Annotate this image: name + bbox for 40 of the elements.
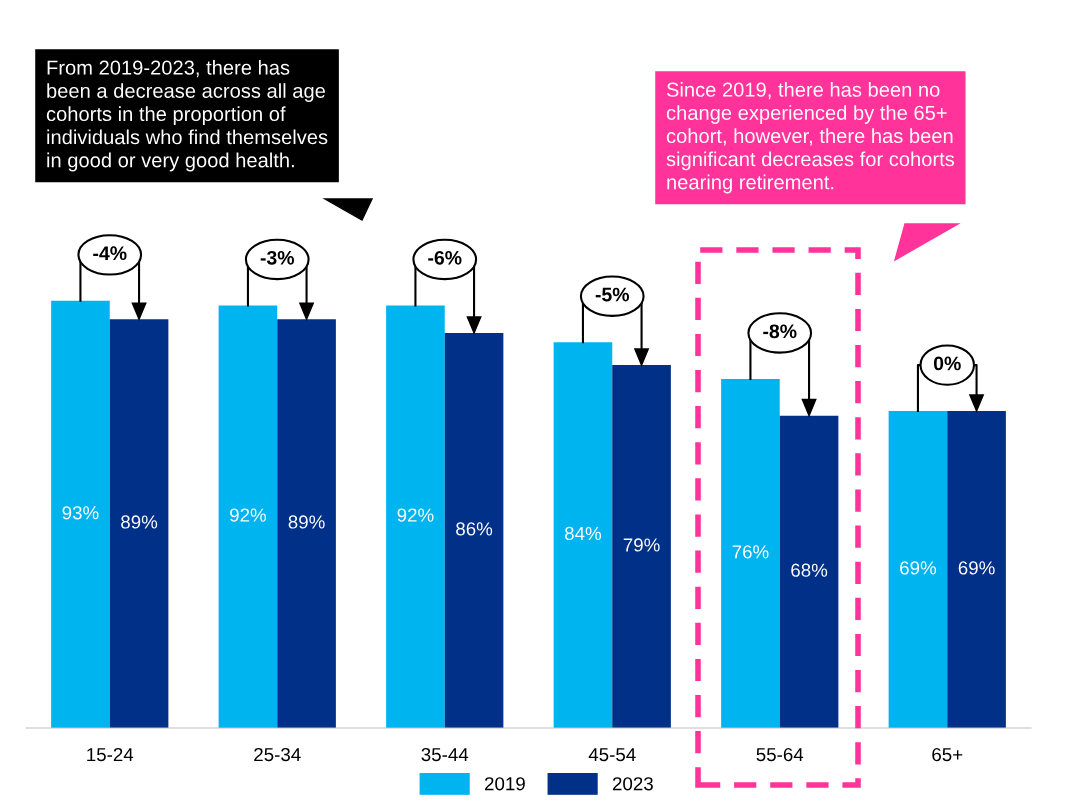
data-label: 68% — [791, 563, 828, 577]
bar — [51, 300, 110, 728]
x-tick-label: 65+ — [932, 747, 963, 762]
legend-label: 2019 — [484, 777, 525, 791]
bar — [444, 332, 504, 728]
annotation: -6% — [428, 250, 462, 265]
bar — [612, 365, 671, 728]
data-label: 84% — [564, 526, 602, 541]
data-label: 76% — [732, 545, 769, 559]
x-tick-label: 45-54 — [588, 748, 636, 762]
bar — [779, 415, 839, 728]
x-tick-label: 15-24 — [87, 747, 134, 762]
bar — [553, 342, 613, 728]
data-label: 89% — [288, 515, 325, 529]
legend-label: 2023 — [612, 777, 653, 791]
annotation: -5% — [595, 287, 630, 302]
bar — [277, 319, 336, 728]
x-tick-label: 55-64 — [756, 747, 804, 762]
data-label: 93% — [62, 506, 99, 520]
bar — [888, 411, 948, 728]
bar — [386, 305, 445, 728]
bar — [109, 319, 169, 728]
annotation: -3% — [260, 250, 295, 265]
x-tick-label: 35-44 — [421, 747, 469, 762]
bar — [721, 378, 780, 728]
data-label: 89% — [121, 515, 158, 529]
text: From 2019-2023, there has been a decrease across all age cohorts in the proportion of individuals who find themselves in good or very good health. — [46, 60, 328, 172]
text: Since 2019, there has been no change experienced by the 65+ cohort, however, there has been significant decreases for cohorts nearing retirement. — [666, 82, 955, 194]
bar — [947, 411, 1006, 728]
annotation: -4% — [93, 246, 127, 261]
annotation: -8% — [763, 324, 797, 339]
bar — [218, 305, 278, 728]
data-label: 69% — [958, 561, 995, 575]
data-label: 79% — [623, 538, 660, 552]
annotation: 0% — [933, 356, 961, 371]
data-label: 86% — [456, 522, 493, 536]
data-label: 92% — [230, 508, 267, 522]
x-tick-label: 25-34 — [254, 747, 301, 762]
data-label: 92% — [397, 508, 434, 522]
data-label: 69% — [900, 561, 937, 575]
